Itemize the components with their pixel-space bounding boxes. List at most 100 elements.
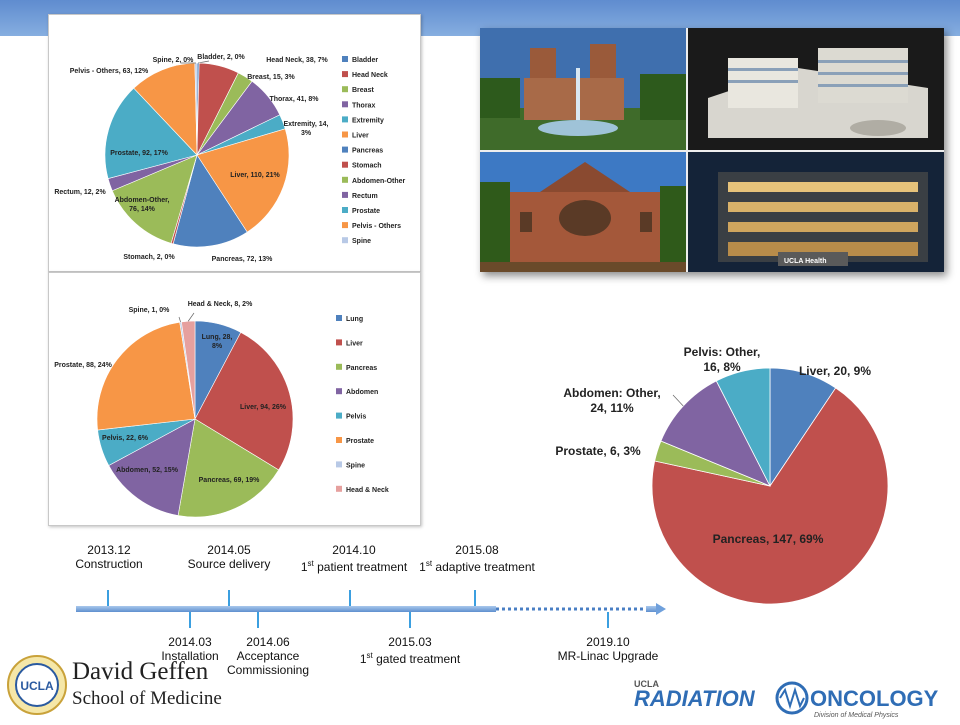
legend-swatch-spine [336, 461, 342, 467]
data-label-pancreas: Pancreas, 69, 19% [199, 477, 260, 484]
milestone-text-prefix: 1 [301, 560, 308, 574]
david-geffen-logo: UCLA David Geffen School of Medicine [6, 654, 276, 716]
campus-photo-collage: UCLA Health [480, 28, 944, 272]
milestone-text-prefix: 1 [419, 560, 426, 574]
milestone-text: gated treatment [373, 652, 460, 666]
building-sign-text: UCLA Health [784, 258, 827, 265]
milestone-construction: 2013.12 Construction [64, 543, 154, 571]
milestone-date: 2013.12 [64, 543, 154, 557]
milestone-date: 2014.06 [218, 635, 318, 649]
legend-label-head-neck: Head & Neck [346, 487, 389, 494]
dept-subtitle: Division of Medical Physics [814, 712, 899, 719]
dept-wave-icon [780, 690, 804, 706]
data-label-extremity: Extremity, 14,3% [283, 121, 328, 137]
timeline-arrow [70, 590, 690, 630]
data-label-liver: Liver, 110, 21% [230, 172, 280, 179]
legend-swatch-pancreas [336, 364, 342, 370]
royce-hall-photo [480, 28, 686, 150]
legend-label-liver: Liver [352, 133, 369, 140]
legend-swatch-abdomen-other [342, 177, 348, 183]
legend-swatch-breast [342, 86, 348, 92]
milestone-text: patient treatment [314, 560, 407, 574]
data-label-liver: Liver, 94, 26% [240, 404, 287, 411]
legend-label-stomach: Stomach [352, 163, 382, 170]
legend-label-pelvis-others: Pelvis - Others [352, 223, 401, 230]
legend-swatch-stomach [342, 162, 348, 168]
legend-swatch-rectum [342, 192, 348, 198]
legend-label-thorax: Thorax [352, 102, 375, 109]
legend-swatch-pelvis [336, 413, 342, 419]
data-label-prostate: Prostate, 6, 3% [555, 444, 641, 458]
timeline-bar-solid [76, 606, 496, 612]
data-label-abdomen-other: Abdomen: Other,24, 11% [563, 386, 660, 415]
legend-label-rectum: Rectum [352, 193, 378, 200]
legend-label-breast: Breast [352, 87, 374, 94]
legend-label-abdomen: Abdomen [346, 389, 378, 396]
data-label-breast: Breast, 15, 3% [247, 74, 295, 81]
data-label-prostate: Prostate, 88, 24% [54, 362, 112, 369]
milestone-text: Construction [64, 557, 154, 571]
legend-swatch-liver [336, 339, 342, 345]
legend-swatch-prostate [342, 207, 348, 213]
data-label-pelvis: Pelvis, 22, 6% [102, 435, 149, 442]
school-subtitle: School of Medicine [72, 688, 222, 710]
leader-line [188, 313, 194, 321]
legend-swatch-liver [342, 132, 348, 138]
seal-text: UCLA [20, 679, 54, 693]
data-label-bladder: Bladder, 2, 0% [197, 54, 245, 61]
leader-line [179, 317, 181, 322]
dept-radiation: RADIATION [634, 686, 756, 711]
milestone-text: MR-Linac Upgrade [548, 649, 668, 663]
data-label-pancreas: Pancreas, 147, 69% [713, 532, 824, 546]
legend-swatch-extremity [342, 116, 348, 122]
milestone-date: 2019.10 [548, 635, 668, 649]
legend-swatch-pelvis-others [342, 222, 348, 228]
pie-slice-prostate [97, 322, 195, 430]
data-label-head-neck: Head Neck, 38, 7% [266, 57, 328, 64]
legend-label-pancreas: Pancreas [352, 148, 383, 155]
milestone-source-delivery: 2014.05 Source delivery [179, 543, 279, 571]
legend-label-spine: Spine [346, 462, 365, 469]
data-label-liver: Liver, 20, 9% [799, 364, 871, 378]
legend-label-pancreas: Pancreas [346, 365, 377, 372]
milestone-text-wrap: 1st gated treatment [350, 649, 470, 666]
milestone-text-prefix: 1 [360, 652, 367, 666]
data-label-pelvis-others: Pelvis - Others, 63, 12% [70, 68, 149, 75]
data-label-prostate: Prostate, 92, 17% [110, 150, 168, 157]
legend-label-head-neck: Head Neck [352, 72, 388, 79]
timeline-arrowhead [656, 603, 666, 615]
milestone-mr-linac-upgrade: 2019.10 MR-Linac Upgrade [548, 635, 668, 663]
radiation-oncology-logo: UCLA RADIATION ONCOLOGY Division of Medi… [630, 676, 960, 720]
milestone-first-adaptive: 2015.08 1st adaptive treatment [412, 543, 542, 574]
legend-swatch-thorax [342, 101, 348, 107]
ucla-health-building-photo: UCLA Health [688, 152, 944, 272]
data-label-stomach: Stomach, 2, 0% [123, 254, 175, 261]
data-label-head-neck: Head & Neck, 8, 2% [188, 301, 253, 308]
legend-label-liver: Liver [346, 340, 363, 347]
milestone-first-gated: 2015.03 1st gated treatment [350, 635, 470, 666]
legend-label-bladder: Bladder [352, 57, 378, 64]
data-label-spine: Spine, 2, 0% [153, 57, 195, 64]
milestone-date: 2014.05 [179, 543, 279, 557]
data-label-pancreas: Pancreas, 72, 13% [212, 256, 273, 263]
legend-label-abdomen-other: Abdomen-Other [352, 178, 406, 185]
legend-label-prostate: Prostate [352, 208, 380, 215]
milestone-first-patient: 2014.10 1st patient treatment [294, 543, 414, 574]
data-label-abdomen: Abdomen, 52, 15% [116, 467, 179, 474]
timeline-bar-end [646, 606, 656, 612]
adapted-fractions-pie-chart: Liver, 20, 9% Pancreas, 147, 69% Prostate,… [540, 296, 960, 626]
milestone-date: 2015.03 [350, 635, 470, 649]
milestone-text-wrap: 1st patient treatment [294, 557, 414, 574]
data-label-rectum: Rectum, 12, 2% [54, 189, 106, 196]
leader-line [673, 395, 683, 406]
milestone-text: Source delivery [179, 557, 279, 571]
medical-center-model-photo [688, 28, 944, 150]
leader-line [198, 61, 209, 63]
ucla-seal-icon: UCLA [6, 654, 68, 716]
total-treatment-chart-panel: Bladder, 2, 0% Head Neck, 38, 7% Breast, 1… [48, 14, 421, 272]
legend-swatch-head-neck [336, 486, 342, 492]
legend-label-pelvis: Pelvis [346, 414, 366, 421]
legend-swatch-bladder [342, 56, 348, 62]
milestone-text-wrap: 1st adaptive treatment [412, 557, 542, 574]
milestone-date: 2014.10 [294, 543, 414, 557]
